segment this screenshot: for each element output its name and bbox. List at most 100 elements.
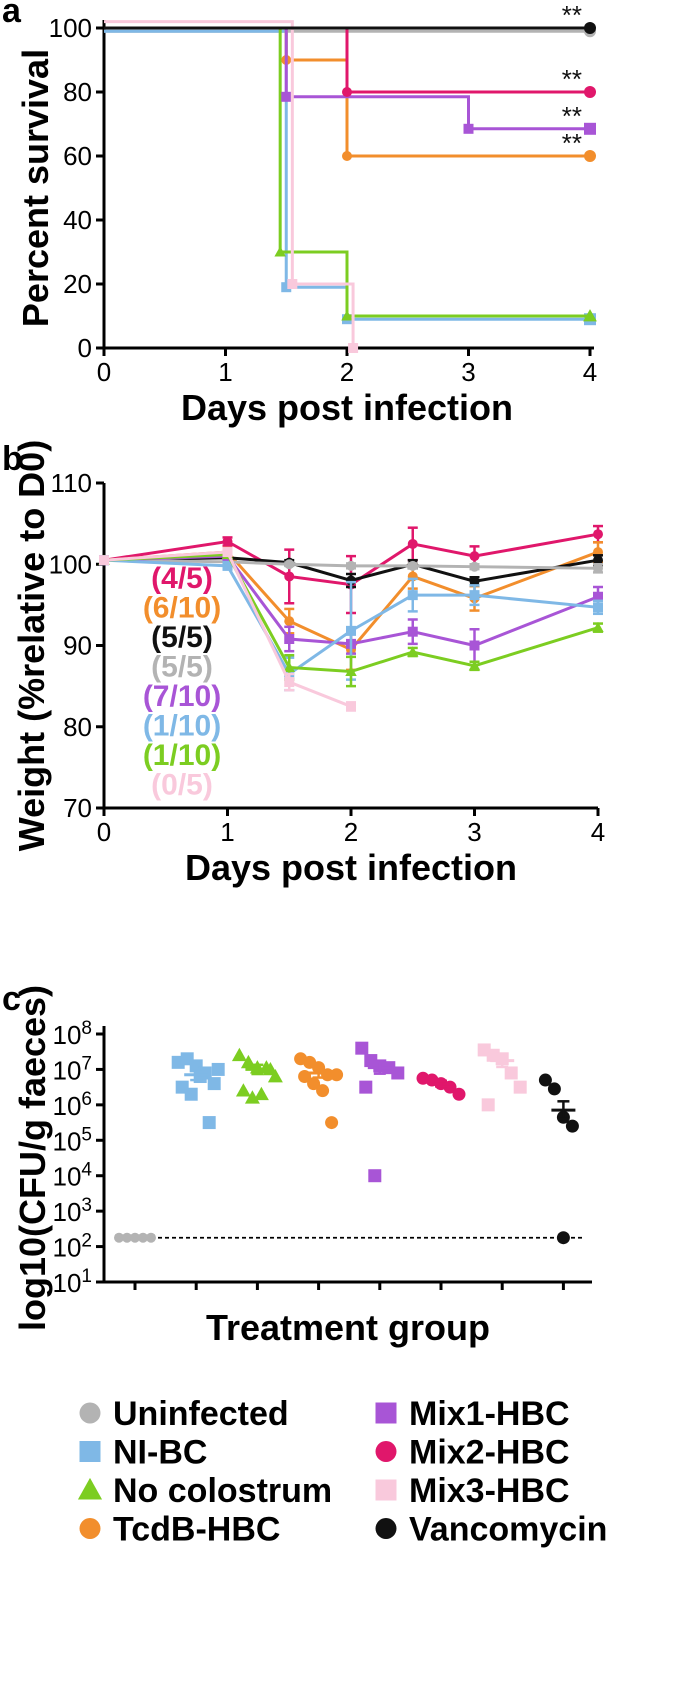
cfu-point-no-colostrum	[262, 1061, 278, 1076]
weight-point-mix1-hbc	[407, 626, 418, 637]
cfu-point-mix1-hbc	[355, 1041, 369, 1055]
x-tick-label: 1	[218, 357, 232, 387]
legend-marker-ni-bc	[79, 1441, 101, 1462]
y-tick-label: 108	[53, 1018, 93, 1050]
x-tick-label: 0	[97, 817, 111, 847]
weight-point-mix2-hbc	[407, 538, 418, 549]
weight-point-mix3-hbc	[346, 701, 356, 712]
weight-point-mix1-hbc	[469, 640, 480, 651]
y-axis-title: Weight (%relative to D0)	[11, 440, 52, 851]
legend-marker-uninfected	[79, 1402, 101, 1424]
legend-marker-mix2-hbc	[375, 1441, 397, 1462]
y-tick-label: 90	[63, 631, 92, 661]
legend-label-vancomycin: Vancomycin	[409, 1511, 607, 1549]
weight-point-uninfected	[469, 561, 480, 572]
survival-chart: 0 20 40 60 80 100 0 1 2 3 4 Days post infection Perc…	[15, 0, 597, 428]
weight-point-no-colostrum	[468, 660, 481, 671]
y-tick-label: 80	[63, 77, 92, 107]
survival-end-mix2-hbc	[584, 86, 596, 98]
y-tick-label: 101	[53, 1266, 93, 1298]
survivors-label-mix3-hbc: (0/5)	[151, 769, 213, 802]
survival-point-mix2-hbc	[342, 87, 352, 97]
weight-point-tcdb-hbc	[284, 616, 295, 627]
y-tick-label: 70	[63, 793, 92, 823]
y-tick-label: 60	[63, 141, 92, 171]
cfu-point-ni-bc	[211, 1062, 225, 1076]
cfu-point-mix3-hbc	[504, 1066, 518, 1080]
cfu-point-uninfected	[146, 1232, 156, 1243]
x-tick-label: 2	[344, 817, 358, 847]
weight-point-ni-bc	[593, 602, 603, 613]
weight-point-uninfected	[407, 560, 418, 571]
survival-end-tcdb-hbc	[584, 150, 596, 162]
panel-label-a: a	[2, 0, 22, 30]
weight-point-no-colostrum	[283, 661, 295, 672]
weight-point-uninfected	[346, 560, 356, 571]
y-tick-label: 103	[53, 1195, 93, 1227]
weight-point-no-colostrum	[407, 646, 419, 657]
cfu-point-mix1-hbc	[391, 1066, 405, 1080]
y-tick-label: 107	[53, 1053, 93, 1085]
y-tick-exponent: 2	[81, 1231, 92, 1252]
y-tick-label: 40	[63, 205, 92, 235]
weight-point-mix1-hbc	[593, 591, 603, 602]
legend-marker-mix1-hbc	[375, 1402, 397, 1424]
survivors-label-mix2-hbc: (4/5)	[151, 562, 213, 595]
survival-point-mix1-hbc	[281, 91, 292, 102]
cfu-point-uninfected	[130, 1232, 140, 1243]
y-axis-title: log10(CFU/g faeces)	[12, 985, 53, 1331]
cfu-point-vancomycin	[565, 1119, 579, 1133]
survival-point-mix1-hbc	[463, 123, 474, 134]
weight-point-mix2-hbc	[593, 529, 603, 540]
y-tick-exponent: 7	[81, 1053, 92, 1074]
survivors-label-vancomycin: (5/5)	[151, 621, 213, 654]
survivors-label-mix1-hbc: (7/10)	[143, 680, 221, 713]
cfu-point-mix3-hbc	[513, 1080, 527, 1094]
panel-label-c: c	[2, 980, 21, 1018]
x-tick-label: 1	[220, 817, 234, 847]
weight-point-ni-bc	[346, 625, 356, 636]
legend-marker-mix3-hbc	[375, 1479, 397, 1501]
survival-point-ni-bc	[281, 282, 292, 293]
weight-line-mix3-hbc	[103, 550, 352, 708]
weight-chart: 70 80 90 100 110 0 1 2 3 4 Days post infection Weig…	[11, 440, 605, 888]
cfu-point-ni-bc	[207, 1077, 221, 1091]
legend-marker-tcdb-hbc	[79, 1518, 101, 1539]
weight-point-no-colostrum	[345, 665, 357, 676]
y-tick-label: 110	[51, 468, 92, 498]
y-tick-label: 104	[53, 1160, 93, 1192]
survival-point-mix3-hbc	[348, 343, 359, 353]
x-tick-label: 4	[583, 357, 597, 387]
x-axis-title: Days post infection	[185, 847, 517, 888]
weight-point-ni-bc	[469, 590, 480, 601]
cfu-point-no-colostrum	[244, 1090, 260, 1104]
weight-point-vancomycin	[593, 555, 603, 566]
weight-point-uninfected	[284, 559, 295, 570]
x-tick-label: 2	[340, 357, 354, 387]
cfu-point-no-colostrum	[231, 1047, 247, 1062]
y-tick-base: 10	[53, 1162, 82, 1192]
legend-label-mix1-hbc: Mix1-HBC	[409, 1395, 570, 1433]
cfu-point-uninfected	[122, 1232, 132, 1243]
y-tick-exponent: 1	[81, 1266, 92, 1287]
weight-point-uninfected	[593, 563, 603, 574]
weight-point-mix3-hbc	[222, 547, 233, 558]
weight-point-no-colostrum	[592, 621, 604, 633]
cfu-point-no-colostrum	[267, 1069, 283, 1083]
y-tick-label: 106	[53, 1089, 93, 1121]
x-tick-label: 4	[591, 817, 605, 847]
y-tick-base: 10	[53, 1126, 82, 1156]
weight-point-ni-bc	[222, 560, 233, 571]
y-tick-exponent: 5	[81, 1124, 92, 1145]
survival-line-ni-bc	[104, 29, 590, 321]
y-tick-base: 10	[53, 1268, 82, 1298]
sig-mix1-hbc: **	[562, 101, 582, 131]
y-tick-label: 102	[53, 1231, 93, 1263]
cfu-point-vancomycin	[556, 1231, 570, 1245]
survival-end-mix1-hbc	[584, 122, 596, 135]
survivors-label-no-colostrum: (1/10)	[143, 739, 221, 772]
survivors-label-tcdb-hbc: (6/10)	[143, 592, 221, 625]
weight-point-mix2-hbc	[222, 536, 233, 547]
